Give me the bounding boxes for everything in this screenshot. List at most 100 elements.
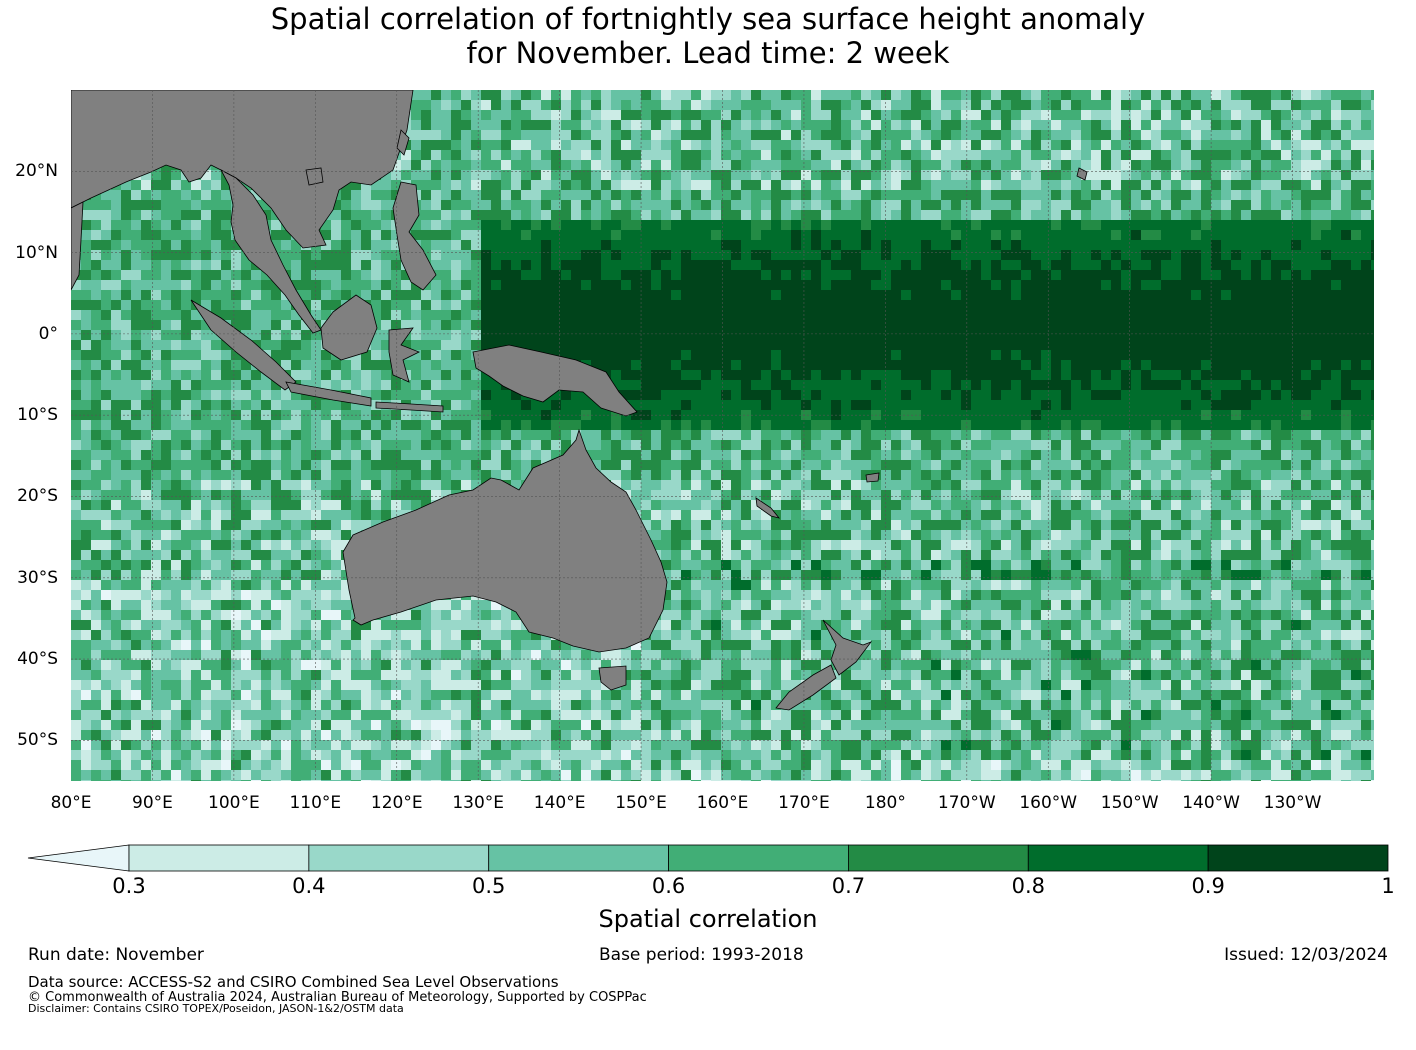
field-cell (461, 380, 471, 390)
field-cell (861, 240, 871, 250)
field-cell (961, 130, 971, 140)
field-cell (711, 300, 721, 310)
field-cell (601, 280, 611, 290)
field-cell (191, 470, 201, 480)
field-cell (991, 250, 1001, 260)
field-cell (281, 300, 291, 310)
field-cell (1291, 370, 1301, 380)
field-cell (191, 230, 201, 240)
field-cell (1251, 120, 1261, 130)
field-cell (1101, 220, 1111, 230)
field-cell (1161, 140, 1171, 150)
field-cell (1371, 240, 1374, 250)
field-cell (891, 240, 901, 250)
field-cell (1371, 360, 1374, 370)
field-cell (661, 220, 671, 230)
field-cell (381, 290, 391, 300)
field-cell (1121, 210, 1131, 220)
field-cell (311, 270, 321, 280)
field-cell (231, 450, 241, 460)
field-cell (1241, 290, 1251, 300)
field-cell (1211, 380, 1221, 390)
field-cell (1141, 400, 1151, 410)
field-cell (141, 420, 151, 430)
field-cell (1311, 450, 1321, 460)
field-cell (941, 340, 951, 350)
field-cell (1161, 90, 1171, 100)
field-cell (661, 130, 671, 140)
field-cell (1281, 360, 1291, 370)
field-cell (71, 460, 81, 470)
field-cell (161, 410, 171, 420)
field-cell (941, 160, 951, 170)
field-cell (1151, 260, 1161, 270)
field-cell (451, 420, 461, 430)
field-cell (491, 190, 501, 200)
field-cell (861, 450, 871, 460)
field-cell (961, 300, 971, 310)
field-cell (881, 310, 891, 320)
field-cell (951, 160, 961, 170)
field-cell (671, 120, 681, 130)
field-cell (1101, 180, 1111, 190)
field-cell (1221, 180, 1231, 190)
field-cell (1101, 260, 1111, 270)
field-cell (981, 120, 991, 130)
field-cell (821, 400, 831, 410)
field-cell (1191, 140, 1201, 150)
field-cell (661, 160, 671, 170)
field-cell (301, 280, 311, 290)
field-cell (801, 300, 811, 310)
field-cell (1221, 420, 1231, 430)
field-cell (581, 420, 591, 430)
field-cell (861, 360, 871, 370)
field-cell (511, 220, 521, 230)
field-cell (1181, 200, 1191, 210)
field-cell (461, 390, 471, 400)
field-cell (641, 300, 651, 310)
field-cell (611, 230, 621, 240)
field-cell (791, 160, 801, 170)
field-cell (1181, 350, 1191, 360)
field-cell (1331, 200, 1341, 210)
field-cell (281, 250, 291, 260)
field-cell (591, 240, 601, 250)
field-cell (1091, 110, 1101, 120)
field-cell (431, 430, 441, 440)
field-cell (941, 220, 951, 230)
field-cell (1131, 260, 1141, 270)
field-cell (971, 210, 981, 220)
field-cell (831, 210, 841, 220)
field-cell (1201, 450, 1211, 460)
field-cell (1311, 280, 1321, 290)
field-cell (1321, 120, 1331, 130)
field-cell (601, 200, 611, 210)
field-cell (1301, 420, 1311, 430)
field-cell (1181, 370, 1191, 380)
field-cell (791, 190, 801, 200)
field-cell (81, 240, 91, 250)
field-cell (121, 410, 131, 420)
field-cell (681, 200, 691, 210)
field-cell (471, 150, 481, 160)
field-cell (1331, 120, 1341, 130)
field-cell (221, 360, 231, 370)
field-cell (141, 430, 151, 440)
field-cell (581, 250, 591, 260)
field-cell (181, 240, 191, 250)
field-cell (521, 200, 531, 210)
field-cell (991, 220, 1001, 230)
field-cell (1261, 410, 1271, 420)
field-cell (531, 180, 541, 190)
field-cell (221, 300, 231, 310)
field-cell (1081, 420, 1091, 430)
field-cell (1171, 420, 1181, 430)
field-cell (1111, 130, 1121, 140)
field-cell (651, 390, 661, 400)
field-cell (281, 410, 291, 420)
field-cell (1201, 280, 1211, 290)
field-cell (611, 350, 621, 360)
field-cell (521, 340, 531, 350)
field-cell (261, 450, 271, 460)
field-cell (1341, 440, 1351, 450)
